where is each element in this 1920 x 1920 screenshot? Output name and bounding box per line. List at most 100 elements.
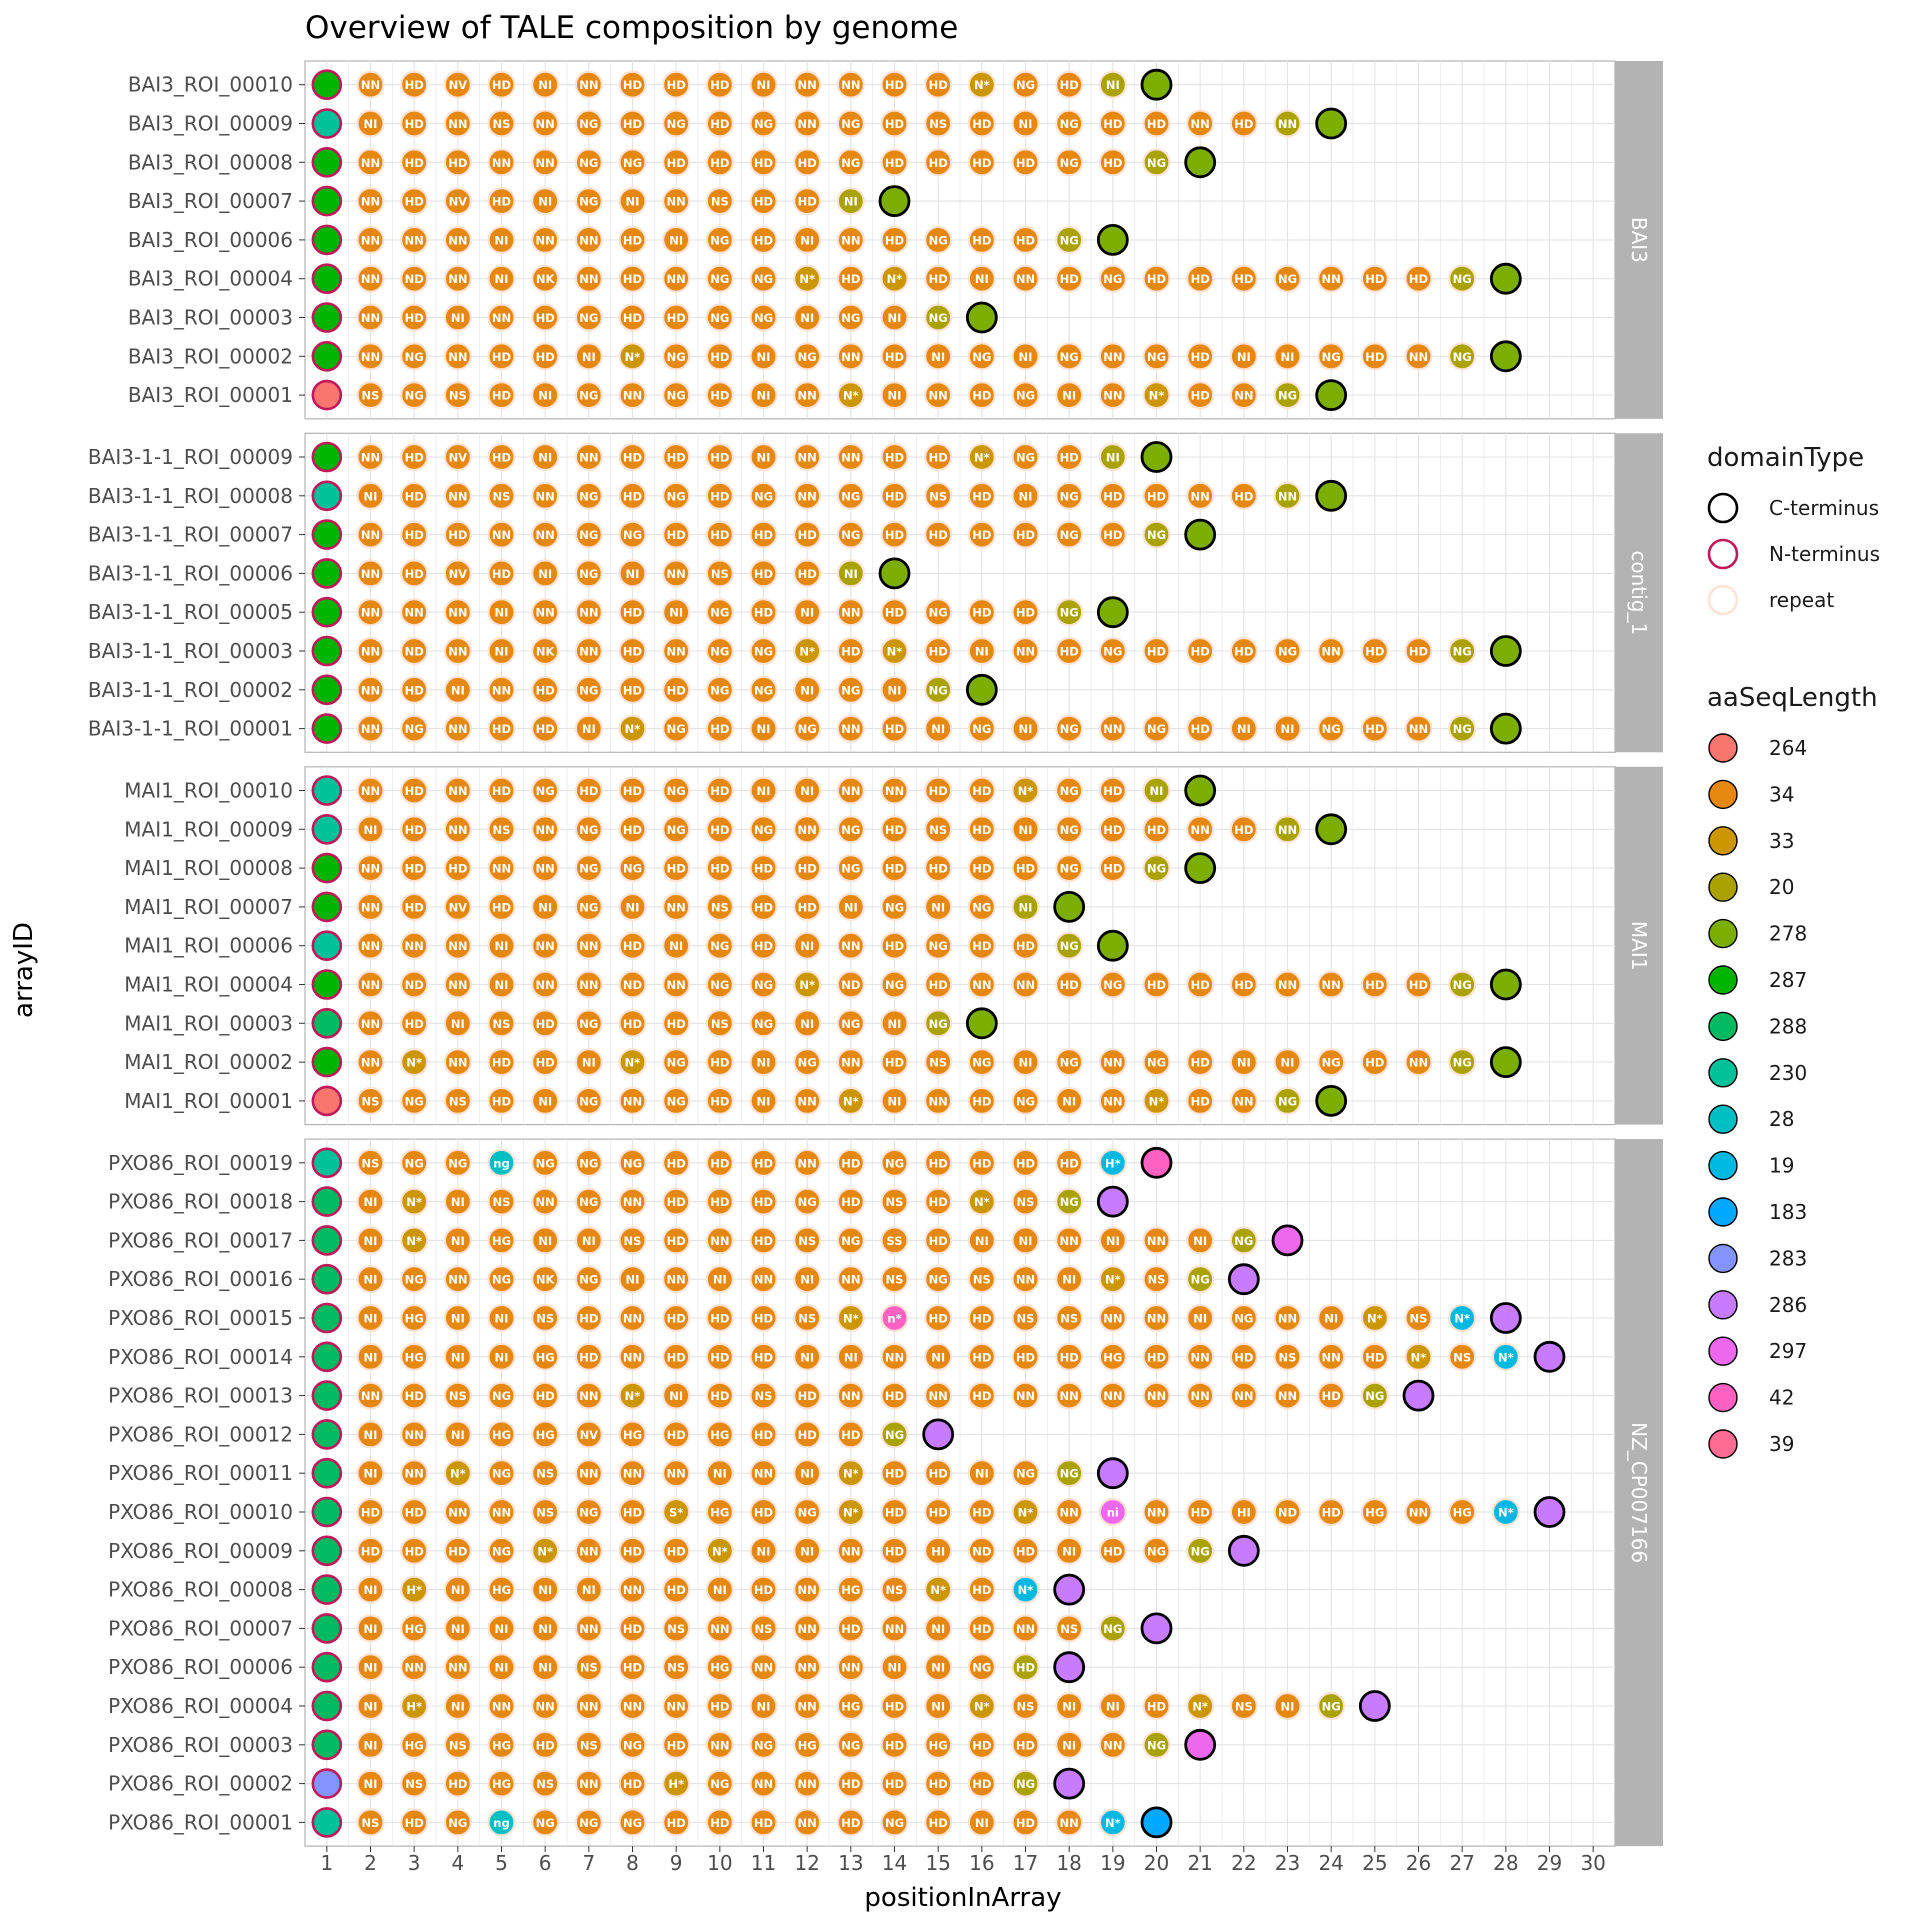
rvd-label: NG: [1103, 645, 1122, 659]
repeat-point: [356, 1009, 385, 1038]
repeat-point: [1186, 1497, 1215, 1527]
rvd-label: HD: [1234, 645, 1253, 659]
c-terminus-point: [1489, 1302, 1522, 1334]
rvd-label: N*: [1454, 1312, 1470, 1326]
rvd-label: NG: [841, 311, 860, 325]
repeat-point: [1055, 1265, 1084, 1294]
rvd-label: NN: [754, 1467, 773, 1481]
c-terminus-point: [1315, 479, 1348, 512]
rvd-label: ND: [405, 272, 424, 286]
repeat-point: [443, 381, 472, 410]
rvd-label: NG: [667, 117, 686, 131]
repeat-point: [574, 1381, 603, 1410]
rvd-label: NN: [1191, 1389, 1210, 1403]
repeat-point: [1098, 776, 1127, 805]
repeat-point: [487, 559, 516, 588]
rvd-label: HG: [1453, 1506, 1472, 1520]
rvd-label: NG: [841, 683, 860, 697]
rvd-label: NG: [929, 233, 948, 247]
repeat-point: [618, 1342, 647, 1371]
repeat-point: [705, 559, 734, 588]
rvd-label: NG: [1322, 350, 1341, 364]
rvd-label: HD: [667, 1234, 686, 1248]
c-terminus-point: [1271, 1224, 1304, 1257]
repeat-point: [705, 303, 734, 332]
repeat-point: [618, 109, 647, 138]
rvd-label: NG: [667, 823, 686, 837]
rvd-label: HD: [754, 1156, 773, 1170]
repeat-point: [793, 342, 822, 371]
repeat-point: [1186, 815, 1215, 844]
repeat-point: [749, 1009, 778, 1038]
repeat-point: [487, 381, 516, 410]
repeat-point: [1142, 381, 1171, 410]
rvd-label: N*: [799, 978, 815, 992]
repeat-point: [487, 1187, 516, 1216]
n-terminus-point: [311, 302, 343, 333]
array-row: NN HD NI NN HD NG HD HD NG NG NI NG NI NG: [311, 673, 998, 706]
repeat-point: [1055, 1730, 1084, 1759]
rvd-label: HD: [710, 1700, 729, 1714]
repeat-point: [1186, 636, 1215, 666]
rvd-label: NS: [1060, 1622, 1078, 1636]
rvd-label: NI: [538, 451, 552, 465]
repeat-point: [880, 598, 909, 627]
rvd-label: HD: [1103, 823, 1122, 837]
rvd-label: HD: [405, 117, 424, 131]
repeat-point: [793, 1303, 822, 1333]
rvd-label: NV: [449, 195, 468, 209]
repeat-point: [1142, 520, 1171, 549]
rvd-label: NI: [975, 1816, 989, 1830]
c-terminus-point: [1184, 852, 1217, 884]
repeat-point: [836, 853, 865, 883]
rvd-label: NG: [579, 1506, 598, 1520]
rvd-label: NS: [886, 1583, 904, 1597]
rvd-label: NI: [1237, 1056, 1251, 1070]
repeat-point: [924, 520, 953, 549]
array-row: NI N* NI HG NI NI NS HD NN HD NS NG SS HD NI NI NN NI NN NI…: [311, 1224, 1304, 1257]
rvd-label: NI: [495, 1661, 509, 1675]
repeat-point: [836, 970, 865, 999]
rvd-label: NG: [841, 1738, 860, 1752]
repeat-point: [1229, 636, 1258, 666]
x-tick-label: 24: [1318, 1851, 1343, 1875]
rvd-label: HD: [798, 900, 817, 914]
repeat-point: [793, 892, 822, 922]
rvd-label: NI: [1106, 78, 1120, 92]
repeat-point: [967, 1614, 996, 1643]
array-row: NS NG NG ng NG NG NG HD HD HD NN HD NG HD HD HD HD H*: [311, 1146, 1173, 1179]
repeat-point: [1055, 520, 1084, 549]
repeat-point: [400, 70, 429, 99]
rvd-label: HD: [885, 156, 904, 170]
y-tick-label: MAI1_ROI_00007: [124, 895, 293, 919]
repeat-point: [574, 225, 603, 254]
array-row: NN NG NN HD HD NI N* NG HD NI NG NN HD NI NG NI NG NN NG HD…: [311, 340, 1522, 373]
rvd-label: N*: [625, 350, 641, 364]
rvd-label: NN: [798, 451, 817, 465]
rvd-label: NS: [362, 1156, 380, 1170]
legend-label: 42: [1769, 1386, 1794, 1410]
rvd-label: HD: [972, 1312, 991, 1326]
repeat-point: [1011, 1086, 1040, 1116]
rvd-label: HG: [929, 1738, 948, 1752]
rvd-label: HD: [972, 823, 991, 837]
rvd-label: NN: [1103, 1094, 1122, 1108]
repeat-point: [443, 1808, 472, 1837]
rvd-label: HD: [579, 1312, 598, 1326]
repeat-point: [487, 1086, 516, 1116]
repeat-point: [1186, 109, 1215, 138]
rvd-label: HD: [667, 1544, 686, 1558]
rvd-label: NG: [1016, 78, 1035, 92]
rvd-label: NN: [579, 606, 598, 620]
rvd-label: NG: [1322, 1700, 1341, 1714]
rvd-label: NI: [757, 1094, 771, 1108]
rvd-label: NN: [448, 1661, 467, 1675]
rvd-label: ng: [493, 1156, 509, 1170]
rvd-label: NI: [713, 1273, 727, 1287]
rvd-label: NI: [800, 311, 814, 325]
rvd-label: HD: [710, 451, 729, 465]
repeat-point: [400, 1459, 429, 1488]
n-terminus-point: [311, 1263, 343, 1295]
repeat-point: [967, 892, 996, 922]
